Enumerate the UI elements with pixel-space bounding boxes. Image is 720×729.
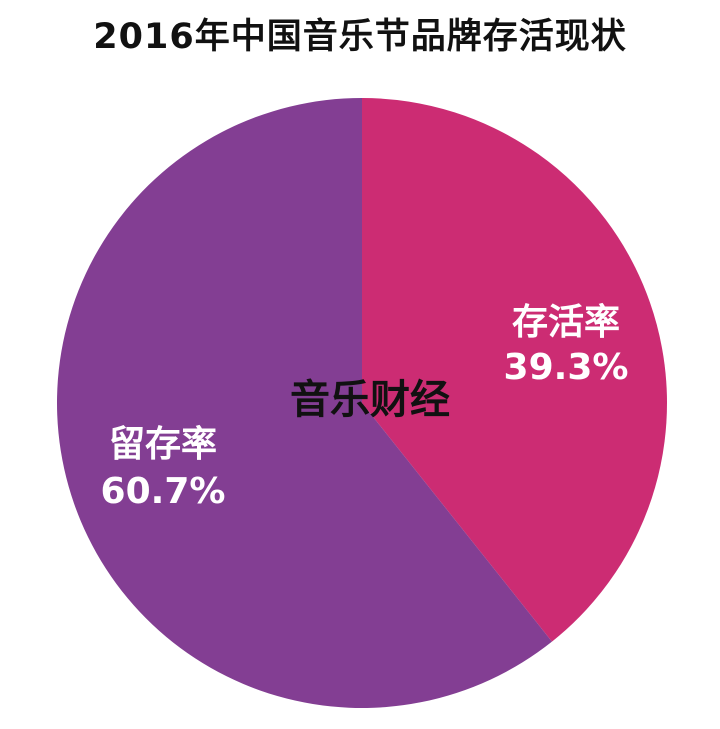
watermark: 音乐财经	[290, 377, 450, 423]
chart-title: 2016年中国音乐节品牌存活现状	[93, 17, 627, 57]
slice-value-survival: 39.3%	[504, 347, 629, 388]
slice-label-retention: 留存率	[109, 424, 217, 465]
slice-value-retention: 60.7%	[101, 471, 226, 512]
pie-slice-survival	[362, 98, 667, 642]
slice-label-survival: 存活率	[512, 302, 620, 343]
pie-slice-retention	[57, 98, 552, 708]
